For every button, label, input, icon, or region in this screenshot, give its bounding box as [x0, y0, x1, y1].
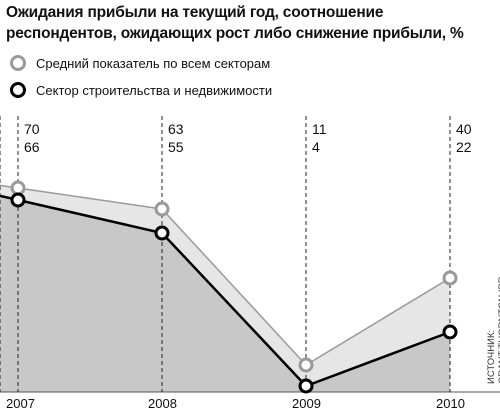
x-tick-label-2008: 2008: [148, 396, 177, 411]
legend-marker-grey-icon: [10, 55, 26, 71]
point-series-1-2010: [442, 324, 458, 340]
data-label-series-0-2008: 63: [168, 121, 184, 137]
legend-item-construction: Сектор строительства и недвижимости: [10, 79, 272, 101]
source-note: ИСТОЧНИК: GRANT THORNTON IBR 2010: [486, 276, 500, 384]
data-label-series-0-2010: 40: [456, 121, 472, 137]
x-tick-label-2007: 2007: [6, 396, 35, 411]
data-label-series-1-2008: 55: [168, 139, 184, 155]
legend-marker-black-icon: [10, 82, 26, 98]
data-label-series-1-2010: 22: [456, 139, 472, 155]
data-label-series-0-2009: 11: [312, 121, 327, 137]
point-series-0-2008: [154, 201, 170, 217]
x-tick-label-2010: 2010: [436, 396, 465, 411]
x-tick-label-2009: 2009: [292, 396, 321, 411]
area-series-1: [0, 195, 450, 392]
data-label-series-0-2007: 70: [24, 121, 40, 137]
point-series-0-2007: [10, 180, 26, 196]
legend-label-all-sectors: Средний показатель по всем секторам: [36, 55, 271, 71]
point-series-1-2007: [10, 192, 26, 208]
legend-item-all-sectors: Средний показатель по всем секторам: [10, 52, 270, 74]
chart-title: Ожидания прибыли на текущий год, соотнош…: [6, 4, 464, 42]
point-series-0-2010: [442, 270, 458, 286]
point-series-0-2009: [298, 357, 314, 373]
point-series-1-2009: [298, 378, 314, 394]
point-series-1-2008: [154, 225, 170, 241]
legend-label-construction: Сектор строительства и недвижимости: [36, 82, 273, 98]
data-label-series-1-2007: 66: [24, 139, 40, 155]
data-label-series-1-2009: 4: [312, 139, 320, 155]
